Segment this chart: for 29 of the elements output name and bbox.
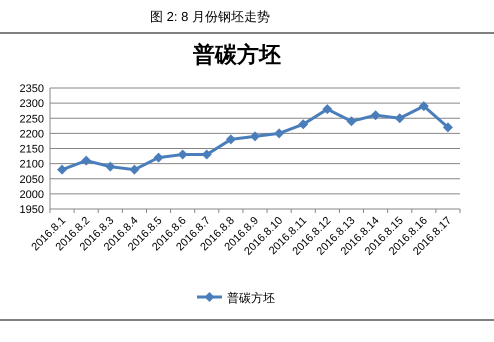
y-tick-label: 2050 bbox=[20, 174, 44, 186]
point bbox=[178, 150, 188, 160]
chart-title: 普碳方坯 bbox=[192, 42, 281, 67]
y-tick-label: 2200 bbox=[20, 128, 44, 140]
point bbox=[129, 164, 140, 175]
point bbox=[322, 104, 332, 114]
point bbox=[394, 113, 405, 124]
point bbox=[154, 152, 164, 163]
caption: 图 2: 8 月份钢坯走势 bbox=[150, 9, 270, 24]
y-tick-label: 2250 bbox=[20, 113, 44, 126]
point bbox=[418, 101, 429, 112]
legend-label: 普碳方坯 bbox=[227, 291, 275, 305]
y-tick-label: 1950 bbox=[20, 204, 44, 216]
point bbox=[274, 128, 284, 138]
y-tick-label: 2350 bbox=[20, 83, 44, 95]
y-tick-label: 2300 bbox=[20, 98, 44, 110]
point bbox=[226, 134, 236, 144]
point bbox=[370, 110, 381, 120]
point bbox=[442, 122, 453, 132]
y-tick-label: 2150 bbox=[20, 144, 44, 156]
point bbox=[81, 156, 92, 166]
point bbox=[298, 119, 308, 130]
point bbox=[57, 164, 68, 175]
point bbox=[202, 150, 212, 160]
y-tick-label: 2100 bbox=[20, 158, 44, 171]
point bbox=[250, 131, 260, 142]
point bbox=[105, 162, 116, 172]
point bbox=[346, 116, 356, 126]
y-tick-label: 2000 bbox=[20, 188, 44, 201]
